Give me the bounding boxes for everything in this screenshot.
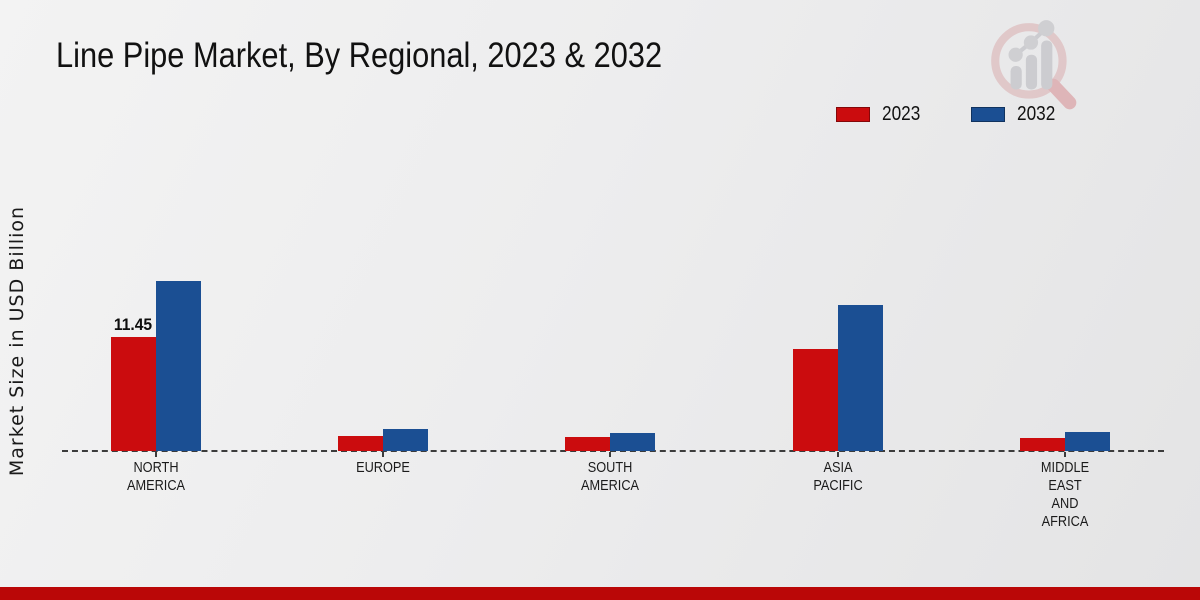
bar-2032-north-america	[156, 281, 201, 451]
magnifier-handle-icon	[1046, 78, 1077, 110]
bottom-accent-strip	[0, 587, 1200, 600]
bar-2032-asia-pacific	[838, 305, 883, 451]
legend-swatch-2023	[836, 107, 870, 122]
x-tick-europe	[382, 452, 384, 457]
bar-2032-south-america	[610, 433, 655, 451]
legend-label-2023: 2023	[882, 103, 921, 125]
bar-2032-europe	[383, 429, 428, 451]
legend-item-2023: 2023	[836, 103, 927, 126]
category-label-south-america: SOUTH AMERICA	[580, 459, 640, 494]
category-label-asia-pacific: ASIA PACIFIC	[813, 459, 863, 494]
bar-2023-south-america	[565, 437, 610, 451]
bar-2032-middle-east-and-africa	[1065, 432, 1110, 451]
magnifier-ring-icon	[991, 23, 1067, 99]
category-label-north-america: NORTH AMERICA	[126, 459, 186, 494]
y-axis-label: Market Size in USD Billion	[6, 205, 28, 477]
bar-2023-north-america	[111, 337, 156, 451]
category-label-middle-east-and-africa: MIDDLE EAST AND AFRICA	[1040, 459, 1090, 530]
legend-swatch-2032	[970, 107, 1005, 122]
growth-bars-icon	[1008, 20, 1055, 90]
bar-2023-middle-east-and-africa	[1020, 438, 1065, 451]
x-tick-middle-east-and-africa	[1064, 452, 1066, 457]
category-label-europe: EUROPE	[356, 459, 410, 476]
legend: 2023 2032	[836, 103, 1061, 126]
legend-item-2032: 2032	[970, 103, 1062, 126]
data-label-2023-north-america: 11.45	[113, 315, 153, 334]
x-axis-baseline	[62, 450, 1164, 452]
x-tick-south-america	[609, 452, 611, 457]
bar-2023-europe	[338, 436, 383, 451]
market-research-magnifier-logo	[991, 20, 1077, 110]
x-tick-asia-pacific	[837, 452, 839, 457]
x-tick-north-america	[155, 452, 157, 457]
chart-title: Line Pipe Market, By Regional, 2023 & 20…	[56, 36, 663, 75]
bar-2023-asia-pacific	[793, 349, 838, 451]
legend-label-2032: 2032	[1016, 103, 1055, 125]
